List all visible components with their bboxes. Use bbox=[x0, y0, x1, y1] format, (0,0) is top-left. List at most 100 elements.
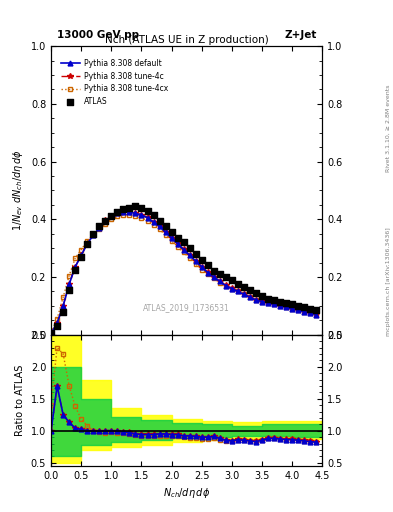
Pythia 8.308 default bbox=[199, 264, 204, 270]
Pythia 8.308 default bbox=[121, 209, 126, 215]
Line: Pythia 8.308 tune-4c: Pythia 8.308 tune-4c bbox=[48, 209, 319, 336]
Pythia 8.308 tune-4cx bbox=[296, 307, 301, 313]
Pythia 8.308 tune-4cx bbox=[139, 215, 144, 221]
Pythia 8.308 tune-4c bbox=[121, 209, 126, 215]
Pythia 8.308 default bbox=[103, 218, 108, 224]
ATLAS bbox=[187, 244, 193, 252]
ATLAS bbox=[223, 273, 229, 281]
ATLAS bbox=[301, 303, 307, 311]
X-axis label: $N_{ch}/d\eta\,d\phi$: $N_{ch}/d\eta\,d\phi$ bbox=[163, 486, 210, 500]
Pythia 8.308 default bbox=[85, 241, 90, 247]
Pythia 8.308 tune-4c bbox=[181, 246, 186, 252]
Pythia 8.308 default bbox=[314, 311, 319, 317]
Pythia 8.308 default bbox=[224, 283, 228, 289]
Pythia 8.308 default bbox=[278, 303, 283, 309]
Pythia 8.308 default bbox=[79, 252, 84, 259]
Text: mcplots.cern.ch [arXiv:1306.3436]: mcplots.cern.ch [arXiv:1306.3436] bbox=[386, 227, 391, 336]
Pythia 8.308 tune-4cx bbox=[199, 267, 204, 273]
ATLAS bbox=[78, 253, 84, 261]
Pythia 8.308 tune-4cx bbox=[260, 298, 264, 305]
Pythia 8.308 tune-4c bbox=[248, 294, 252, 300]
Pythia 8.308 default bbox=[302, 309, 307, 315]
Pythia 8.308 tune-4cx bbox=[187, 255, 192, 261]
Pythia 8.308 tune-4cx bbox=[151, 222, 156, 228]
ATLAS bbox=[205, 261, 211, 269]
Pythia 8.308 tune-4cx bbox=[55, 316, 59, 322]
Pythia 8.308 default bbox=[248, 294, 252, 300]
Line: Pythia 8.308 tune-4cx: Pythia 8.308 tune-4cx bbox=[49, 212, 319, 335]
Pythia 8.308 tune-4cx bbox=[181, 249, 186, 255]
Pythia 8.308 tune-4c bbox=[175, 240, 180, 246]
Pythia 8.308 tune-4c bbox=[272, 301, 276, 307]
Pythia 8.308 tune-4c bbox=[230, 285, 234, 291]
ATLAS bbox=[271, 296, 277, 304]
Pythia 8.308 tune-4c bbox=[242, 291, 246, 297]
Pythia 8.308 tune-4cx bbox=[235, 288, 240, 294]
Pythia 8.308 tune-4c bbox=[284, 304, 288, 310]
Title: Nch (ATLAS UE in Z production): Nch (ATLAS UE in Z production) bbox=[105, 35, 268, 45]
Pythia 8.308 tune-4cx bbox=[224, 283, 228, 289]
Pythia 8.308 tune-4c bbox=[97, 225, 102, 231]
ATLAS bbox=[241, 283, 247, 291]
Pythia 8.308 tune-4c bbox=[278, 303, 283, 309]
Text: Rivet 3.1.10, ≥ 2.8M events: Rivet 3.1.10, ≥ 2.8M events bbox=[386, 84, 391, 172]
Pythia 8.308 tune-4c bbox=[79, 252, 84, 259]
Pythia 8.308 tune-4cx bbox=[278, 303, 283, 309]
Pythia 8.308 default bbox=[260, 298, 264, 305]
Pythia 8.308 tune-4c bbox=[145, 215, 150, 221]
Y-axis label: Ratio to ATLAS: Ratio to ATLAS bbox=[15, 365, 25, 436]
Pythia 8.308 tune-4c bbox=[169, 234, 174, 241]
Pythia 8.308 default bbox=[67, 281, 72, 287]
Y-axis label: $1/N_{ev}$ $dN_{ch}/d\eta\,d\phi$: $1/N_{ev}$ $dN_{ch}/d\eta\,d\phi$ bbox=[11, 150, 25, 231]
ATLAS bbox=[307, 305, 313, 313]
Pythia 8.308 default bbox=[49, 330, 53, 336]
Pythia 8.308 tune-4c bbox=[211, 273, 216, 280]
Pythia 8.308 default bbox=[211, 274, 216, 280]
ATLAS bbox=[169, 228, 175, 237]
Pythia 8.308 tune-4c bbox=[73, 264, 77, 270]
ATLAS bbox=[90, 229, 96, 238]
Pythia 8.308 default bbox=[97, 225, 102, 231]
Pythia 8.308 tune-4cx bbox=[163, 232, 168, 238]
Pythia 8.308 tune-4c bbox=[139, 211, 144, 218]
Pythia 8.308 tune-4cx bbox=[272, 302, 276, 308]
Pythia 8.308 tune-4c bbox=[163, 229, 168, 235]
Pythia 8.308 default bbox=[193, 258, 198, 264]
Pythia 8.308 default bbox=[163, 229, 168, 236]
Pythia 8.308 tune-4c bbox=[308, 310, 312, 316]
Pythia 8.308 tune-4c bbox=[302, 308, 307, 314]
Pythia 8.308 default bbox=[272, 302, 276, 308]
Pythia 8.308 tune-4cx bbox=[109, 216, 114, 222]
Pythia 8.308 tune-4cx bbox=[121, 212, 126, 218]
ATLAS bbox=[235, 280, 241, 288]
ATLAS bbox=[174, 234, 181, 242]
Pythia 8.308 tune-4c bbox=[115, 210, 120, 216]
Pythia 8.308 default bbox=[169, 235, 174, 241]
ATLAS bbox=[54, 322, 60, 330]
Pythia 8.308 tune-4cx bbox=[266, 300, 270, 306]
Pythia 8.308 tune-4cx bbox=[67, 272, 72, 279]
Pythia 8.308 tune-4cx bbox=[145, 218, 150, 224]
Pythia 8.308 tune-4c bbox=[266, 300, 270, 306]
ATLAS bbox=[289, 301, 295, 309]
ATLAS bbox=[162, 222, 169, 230]
Text: 13000 GeV pp: 13000 GeV pp bbox=[57, 30, 139, 40]
Legend: Pythia 8.308 default, Pythia 8.308 tune-4c, Pythia 8.308 tune-4cx, ATLAS: Pythia 8.308 default, Pythia 8.308 tune-… bbox=[58, 56, 171, 109]
Pythia 8.308 tune-4c bbox=[224, 282, 228, 288]
Pythia 8.308 tune-4cx bbox=[253, 297, 258, 303]
Pythia 8.308 tune-4cx bbox=[193, 261, 198, 267]
Pythia 8.308 default bbox=[55, 320, 59, 326]
Pythia 8.308 default bbox=[73, 264, 77, 270]
Pythia 8.308 tune-4c bbox=[157, 223, 162, 229]
ATLAS bbox=[96, 222, 103, 230]
Pythia 8.308 tune-4cx bbox=[169, 238, 174, 244]
Pythia 8.308 tune-4cx bbox=[175, 244, 180, 250]
Pythia 8.308 default bbox=[181, 246, 186, 252]
Pythia 8.308 tune-4cx bbox=[73, 255, 77, 261]
Pythia 8.308 tune-4c bbox=[193, 258, 198, 264]
Pythia 8.308 default bbox=[284, 304, 288, 310]
ATLAS bbox=[156, 217, 163, 225]
Pythia 8.308 tune-4cx bbox=[290, 306, 294, 312]
ATLAS bbox=[144, 206, 151, 215]
Pythia 8.308 tune-4cx bbox=[302, 309, 307, 315]
